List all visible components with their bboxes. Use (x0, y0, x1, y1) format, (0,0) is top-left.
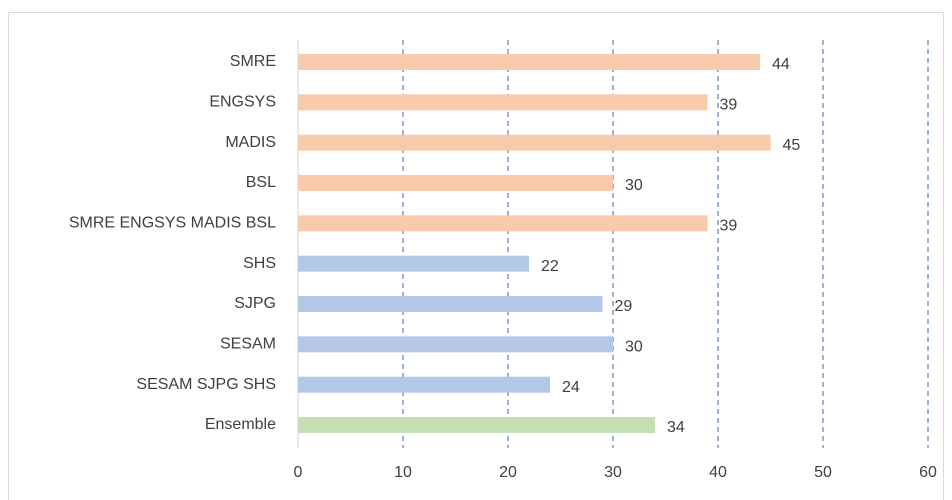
data-label: 45 (783, 137, 801, 154)
y-tick-label: Ensemble (205, 416, 276, 433)
bar (298, 336, 613, 353)
x-tick-label: 10 (394, 464, 412, 481)
chart-border (8, 12, 944, 500)
bar (298, 255, 529, 272)
bar (298, 94, 708, 111)
data-label: 22 (541, 258, 559, 275)
bar (298, 54, 760, 70)
y-tick-label: SMRE (230, 53, 276, 70)
bar (298, 376, 550, 393)
bar (298, 296, 603, 312)
x-tick-label: 20 (499, 464, 517, 481)
bar (298, 175, 613, 191)
bar (298, 134, 771, 151)
y-tick-label: MADIS (225, 134, 276, 151)
x-tick-label: 60 (919, 464, 937, 481)
y-tick-label: SESAM (220, 336, 276, 353)
x-tick-label: 50 (814, 464, 832, 481)
data-label: 24 (562, 379, 580, 396)
bar (298, 417, 655, 433)
y-tick-label: SHS (243, 255, 276, 272)
data-label: 30 (625, 339, 643, 356)
y-tick-label: BSL (246, 174, 276, 191)
y-tick-label: SJPG (234, 295, 276, 312)
data-label: 39 (720, 97, 738, 114)
data-label: 30 (625, 177, 643, 194)
x-tick-label: 40 (709, 464, 727, 481)
y-tick-label: SESAM SJPG SHS (136, 376, 276, 393)
y-tick-label: ENGSYS (209, 94, 276, 111)
data-label: 39 (720, 218, 738, 235)
x-tick-label: 30 (604, 464, 622, 481)
bar (298, 215, 708, 232)
data-label: 34 (667, 419, 685, 436)
x-tick-label: 0 (294, 464, 303, 481)
y-tick-label: SMRE ENGSYS MADIS BSL (69, 215, 276, 232)
data-label: 44 (772, 56, 790, 73)
data-label: 29 (615, 298, 633, 315)
